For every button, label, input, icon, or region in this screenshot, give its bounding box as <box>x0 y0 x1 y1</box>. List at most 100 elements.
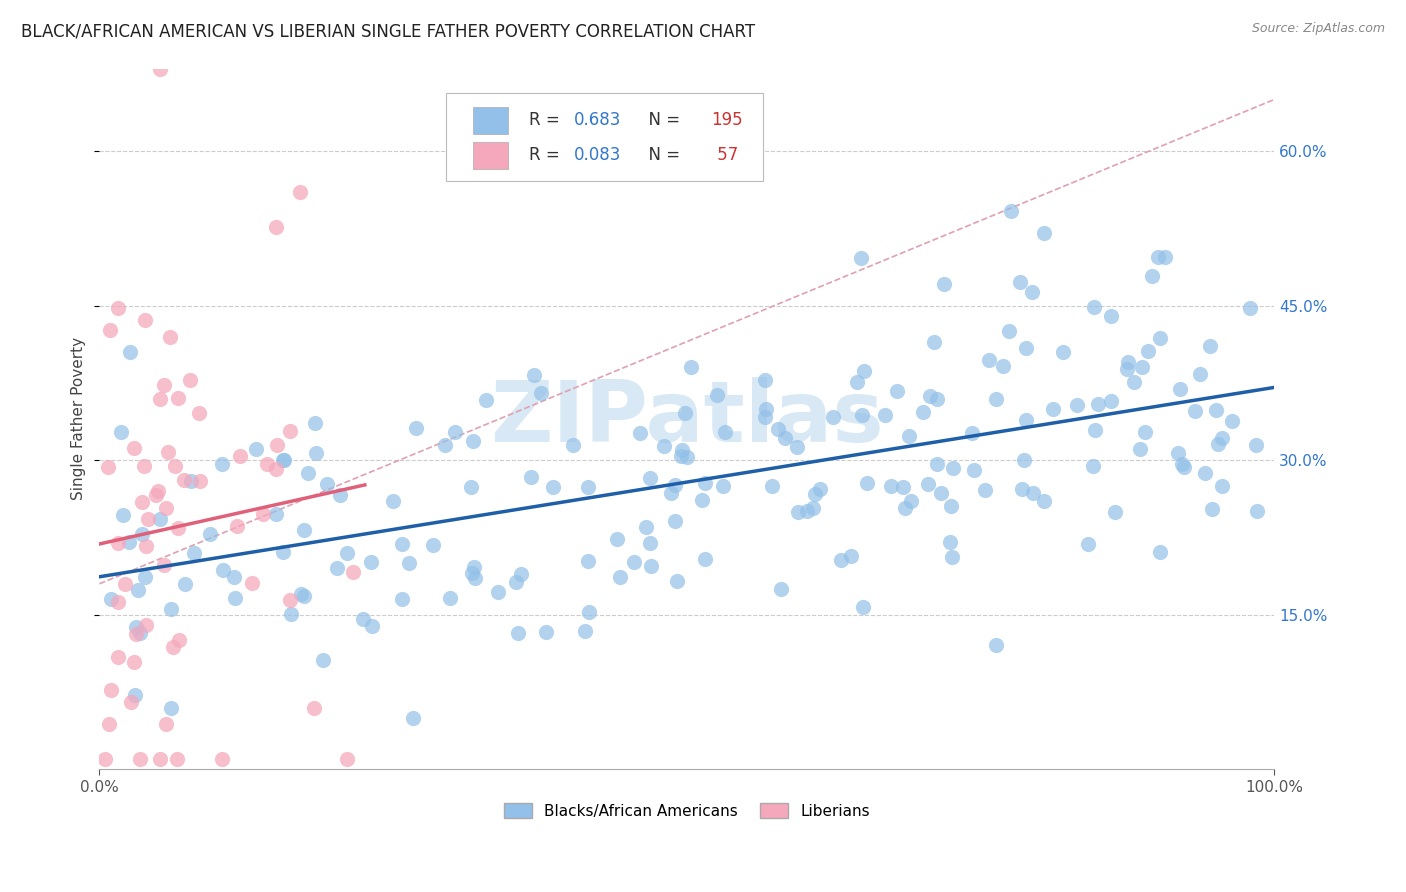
Point <box>918 389 941 403</box>
Point <box>845 376 868 390</box>
Point <box>1211 478 1233 492</box>
Point <box>505 575 527 590</box>
Point <box>245 442 267 456</box>
Point <box>509 567 531 582</box>
Point <box>823 410 845 425</box>
Point <box>120 695 142 709</box>
Point <box>1168 382 1191 396</box>
Point <box>316 477 339 491</box>
Point <box>226 518 249 533</box>
Point <box>1032 226 1054 240</box>
Point <box>264 507 287 521</box>
Point <box>922 335 945 350</box>
Point <box>160 700 183 714</box>
Point <box>973 483 995 497</box>
Point <box>1239 301 1261 316</box>
Point <box>461 434 484 449</box>
Point <box>1116 355 1139 369</box>
Point <box>997 324 1019 338</box>
Point <box>671 450 693 464</box>
Point <box>534 625 557 640</box>
Point <box>1140 269 1163 284</box>
Point <box>124 688 146 702</box>
Point <box>1012 452 1035 467</box>
Point <box>1136 343 1159 358</box>
Point <box>149 511 172 525</box>
Point <box>960 426 983 441</box>
Point <box>160 601 183 615</box>
Point <box>125 620 148 634</box>
Point <box>382 493 405 508</box>
Point <box>695 476 717 491</box>
Point <box>1146 250 1168 264</box>
Point <box>640 559 662 574</box>
Point <box>100 591 122 606</box>
Point <box>128 625 150 640</box>
Point <box>149 752 172 766</box>
Point <box>801 500 824 515</box>
Point <box>754 410 776 425</box>
Point <box>1033 494 1056 508</box>
Point <box>1104 505 1126 519</box>
Point <box>361 619 384 633</box>
Point <box>695 552 717 566</box>
Point <box>879 479 901 493</box>
Point <box>153 558 176 572</box>
Point <box>180 474 202 488</box>
Point <box>240 576 263 591</box>
Point <box>808 483 831 497</box>
Point <box>1022 486 1045 500</box>
Point <box>1010 275 1032 289</box>
Point <box>391 592 413 607</box>
Point <box>460 480 482 494</box>
Point <box>1083 300 1105 314</box>
FancyBboxPatch shape <box>446 93 763 181</box>
Text: N =: N = <box>637 112 685 129</box>
Text: N =: N = <box>637 146 685 164</box>
Point <box>1099 310 1122 324</box>
Point <box>1066 398 1088 412</box>
Point <box>391 537 413 551</box>
Point <box>761 478 783 492</box>
Point <box>886 384 908 399</box>
Point <box>136 512 159 526</box>
Point <box>900 494 922 508</box>
Point <box>1149 331 1171 345</box>
Text: Source: ZipAtlas.com: Source: ZipAtlas.com <box>1251 22 1385 36</box>
Point <box>1211 431 1233 445</box>
Point <box>148 483 170 498</box>
Point <box>803 487 825 501</box>
Point <box>1188 368 1211 382</box>
Point <box>1077 537 1099 551</box>
Point <box>460 566 482 580</box>
Point <box>1081 458 1104 473</box>
Point <box>1173 459 1195 474</box>
Point <box>131 495 153 509</box>
Text: 0.683: 0.683 <box>574 112 621 129</box>
Point <box>336 546 359 560</box>
Point <box>638 535 661 549</box>
Point <box>166 521 188 535</box>
Point <box>1042 401 1064 416</box>
Point <box>290 587 312 601</box>
Point <box>111 508 134 523</box>
Point <box>162 640 184 655</box>
Point <box>200 527 222 541</box>
Point <box>166 752 188 766</box>
Point <box>929 486 952 500</box>
Point <box>228 449 250 463</box>
Point <box>336 752 359 766</box>
Point <box>179 373 201 387</box>
Point <box>297 466 319 480</box>
Point <box>676 450 699 464</box>
Point <box>188 405 211 419</box>
Text: ZIPatlas: ZIPatlas <box>491 377 884 460</box>
Point <box>654 439 676 453</box>
Point <box>256 458 278 472</box>
Point <box>98 717 121 731</box>
Point <box>1123 375 1146 389</box>
Point <box>120 344 142 359</box>
Point <box>329 488 352 502</box>
Point <box>422 537 444 551</box>
Point <box>155 500 177 515</box>
